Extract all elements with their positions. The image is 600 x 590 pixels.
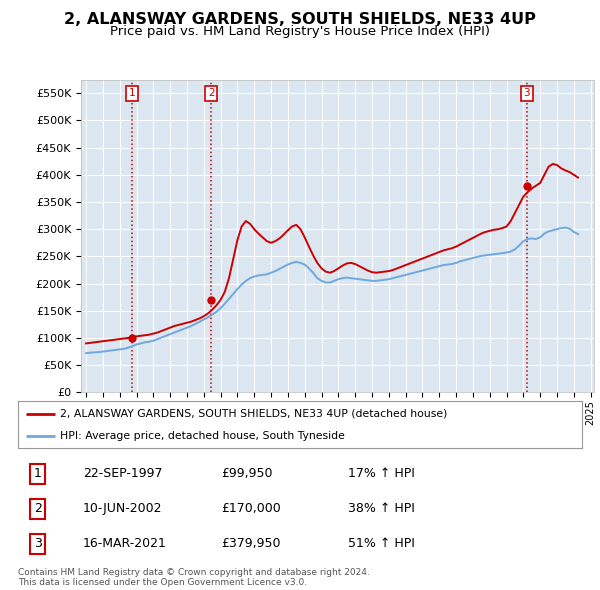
Text: 2, ALANSWAY GARDENS, SOUTH SHIELDS, NE33 4UP: 2, ALANSWAY GARDENS, SOUTH SHIELDS, NE33… xyxy=(64,12,536,27)
Text: 2, ALANSWAY GARDENS, SOUTH SHIELDS, NE33 4UP (detached house): 2, ALANSWAY GARDENS, SOUTH SHIELDS, NE33… xyxy=(60,409,448,419)
Text: 38% ↑ HPI: 38% ↑ HPI xyxy=(348,502,415,516)
Text: £170,000: £170,000 xyxy=(221,502,281,516)
Text: 1: 1 xyxy=(34,467,41,480)
Text: 16-MAR-2021: 16-MAR-2021 xyxy=(83,537,167,550)
Text: 3: 3 xyxy=(34,537,41,550)
Text: £379,950: £379,950 xyxy=(221,537,281,550)
Text: 22-SEP-1997: 22-SEP-1997 xyxy=(83,467,163,480)
Text: Contains HM Land Registry data © Crown copyright and database right 2024.
This d: Contains HM Land Registry data © Crown c… xyxy=(18,568,370,587)
Text: 2: 2 xyxy=(34,502,41,516)
Text: Price paid vs. HM Land Registry's House Price Index (HPI): Price paid vs. HM Land Registry's House … xyxy=(110,25,490,38)
Text: 51% ↑ HPI: 51% ↑ HPI xyxy=(348,537,415,550)
Text: £99,950: £99,950 xyxy=(221,467,272,480)
Text: HPI: Average price, detached house, South Tyneside: HPI: Average price, detached house, Sout… xyxy=(60,431,345,441)
Text: 1: 1 xyxy=(128,88,135,99)
Text: 17% ↑ HPI: 17% ↑ HPI xyxy=(348,467,415,480)
Text: 2: 2 xyxy=(208,88,214,99)
Text: 10-JUN-2002: 10-JUN-2002 xyxy=(83,502,163,516)
Text: 3: 3 xyxy=(523,88,530,99)
